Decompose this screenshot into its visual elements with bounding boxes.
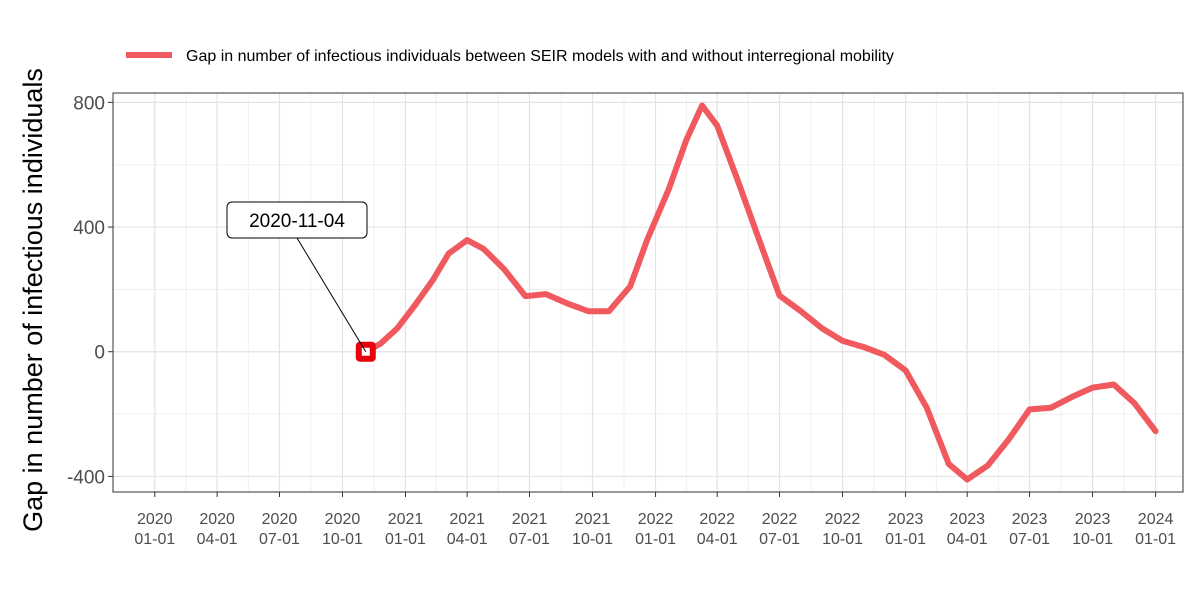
x-tick-label-date: 01-01 (635, 531, 676, 548)
x-tick-label-year: 2021 (449, 511, 485, 528)
x-tick-label-date: 07-01 (509, 531, 550, 548)
x-tick-label-date: 10-01 (1072, 531, 1113, 548)
annotation: 2020-11-04 (226, 201, 368, 352)
y-tick-label: 800 (73, 93, 105, 114)
x-tick-label-date: 07-01 (759, 531, 800, 548)
series-line (362, 102, 1159, 483)
panel-border (112, 92, 1184, 493)
x-tick-label-year: 2020 (262, 511, 298, 528)
legend-label: Gap in number of infectious individuals … (186, 48, 894, 65)
x-tick-label-year: 2020 (199, 511, 235, 528)
y-tick-label: -400 (67, 467, 105, 488)
x-tick-label-year: 2022 (762, 511, 798, 528)
x-tick-label-date: 04-01 (697, 531, 738, 548)
x-tick-label-year: 2023 (888, 511, 924, 528)
grid (113, 93, 1183, 492)
x-tick-label-year: 2020 (137, 511, 173, 528)
annotation-leader (296, 237, 367, 352)
x-tick-label-year: 2021 (575, 511, 611, 528)
x-tick-label-date: 01-01 (385, 531, 426, 548)
y-axis-title: Gap in number of infectious individuals (18, 68, 48, 532)
x-tick-label-year: 2022 (825, 511, 861, 528)
x-tick-label-year: 2020 (325, 511, 361, 528)
x-tick-label-year: 2023 (949, 511, 985, 528)
x-tick-label-year: 2023 (1075, 511, 1111, 528)
x-tick-label-date: 10-01 (822, 531, 863, 548)
y-tick-label: 0 (94, 343, 105, 364)
x-tick-label-date: 04-01 (197, 531, 238, 548)
x-tick-label-date: 07-01 (1009, 531, 1050, 548)
x-tick-label-date: 01-01 (134, 531, 175, 548)
x-tick-label-date: 10-01 (572, 531, 613, 548)
annotation-box (226, 201, 368, 239)
plot-panel (113, 93, 1183, 492)
legend: Gap in number of infectious individuals … (126, 48, 894, 65)
x-tick-label-date: 01-01 (885, 531, 926, 548)
x-tick-label-year: 2022 (699, 511, 735, 528)
x-tick-label-date: 10-01 (322, 531, 363, 548)
annotation-label: 2020-11-04 (249, 211, 345, 232)
x-tick-label-date: 04-01 (447, 531, 488, 548)
x-tick-label-date: 04-01 (947, 531, 988, 548)
x-tick-label-year: 2024 (1138, 511, 1174, 528)
x-tick-label-year: 2022 (638, 511, 674, 528)
y-tick-label: 400 (73, 218, 105, 239)
x-tick-label-year: 2021 (512, 511, 548, 528)
x-tick-label-date: 07-01 (259, 531, 300, 548)
axes: -400 0 400 800 2020 01-01 2020 04-01 2020 07-01 20… (67, 92, 1184, 548)
x-tick-label-year: 2021 (388, 511, 424, 528)
x-tick-label-year: 2023 (1012, 511, 1048, 528)
x-tick-label-date: 01-01 (1135, 531, 1176, 548)
